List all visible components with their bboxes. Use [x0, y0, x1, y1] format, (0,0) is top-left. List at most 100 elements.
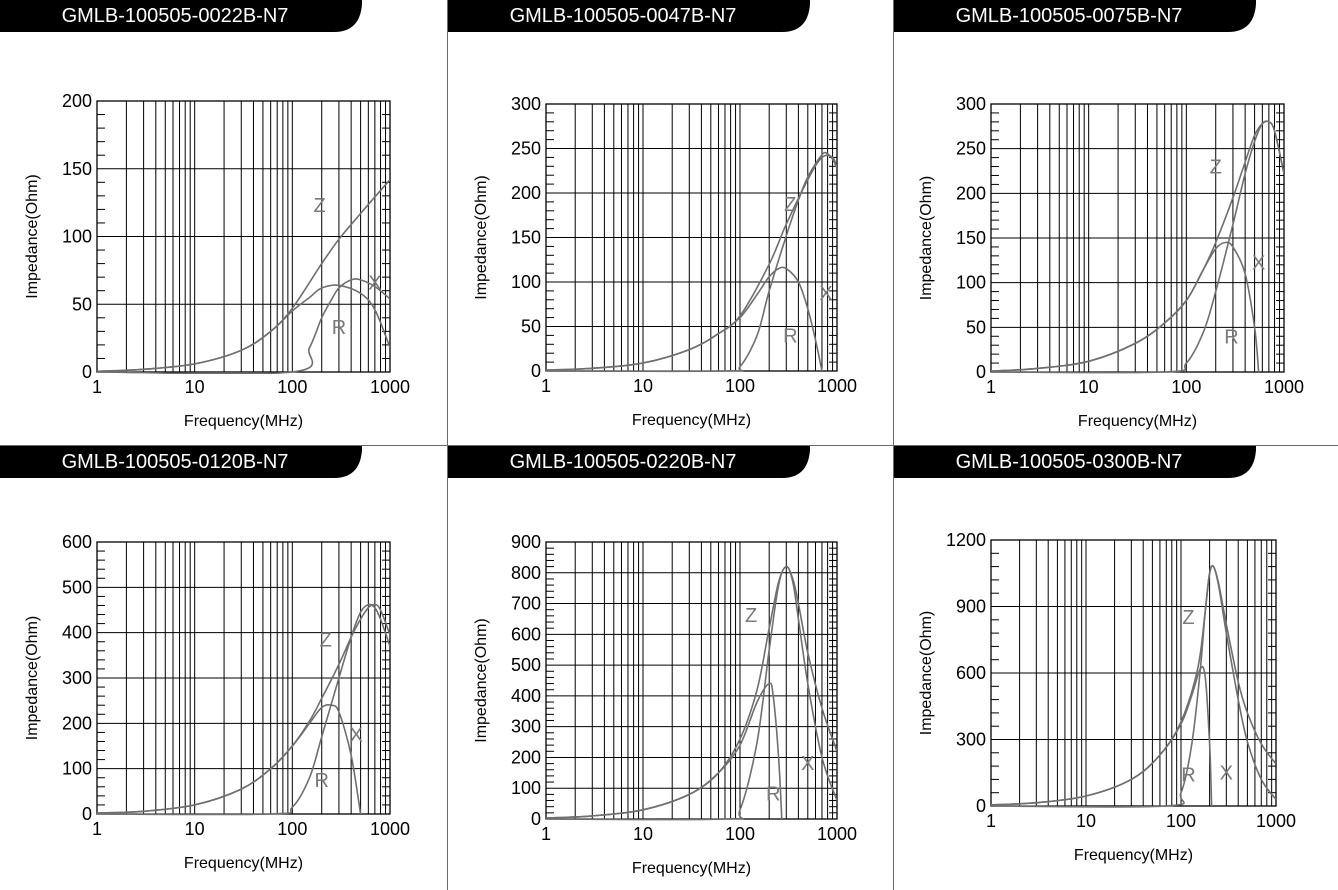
y-tick-label: 600 — [956, 663, 986, 683]
impedance-chart: 0 100 200 300 400 500 600 1 10 100 1000 Frequency(M… — [24, 532, 410, 872]
curve-label-x: X — [349, 724, 362, 746]
tab-shape — [448, 0, 810, 32]
x-axis-label: Frequency(MHz) — [632, 412, 751, 429]
y-tick-label: 150 — [956, 228, 986, 248]
series-line-x — [97, 703, 362, 815]
curve-label-x: X — [1252, 252, 1265, 274]
series-line-x — [97, 284, 390, 373]
chart-panel: GMLB-100505-0300B-N7 0 300 600 900 1200 1 10 10… — [894, 446, 1338, 890]
x-axis-label: Frequency(MHz) — [632, 860, 751, 877]
series-line-z — [546, 565, 837, 819]
series-line-r — [97, 603, 390, 816]
y-tick-label: 300 — [956, 94, 986, 114]
y-tick-label: 300 — [511, 94, 541, 114]
x-tick-label: 1 — [986, 377, 996, 397]
y-tick-label: 250 — [511, 139, 541, 159]
x-tick-label: 100 — [1166, 811, 1196, 831]
x-tick-label: 10 — [185, 377, 205, 397]
x-tick-label: 10 — [1079, 377, 1099, 397]
x-tick-label: 100 — [277, 819, 307, 839]
x-tick-label: 1 — [986, 811, 996, 831]
plot-frame — [990, 539, 1277, 807]
impedance-chart: 0 100 200 300 400 500 600 700 800 900 1 10 100 1000 Fr… — [473, 532, 857, 877]
tab-shape — [0, 446, 362, 478]
y-tick-label: 250 — [956, 139, 986, 159]
y-tick-label: 200 — [62, 713, 92, 733]
y-tick-label: 300 — [956, 730, 986, 750]
impedance-chart: 0 50 100 150 200 250 300 1 10 100 1000 Frequency(MH… — [473, 94, 857, 429]
y-tick-label: 200 — [511, 183, 541, 203]
series-line-x — [546, 266, 823, 372]
curves — [546, 151, 837, 373]
y-tick-label: 600 — [511, 624, 541, 644]
y-tick-label: 150 — [62, 159, 92, 179]
series-line-r — [991, 120, 1284, 374]
y-axis-label: Impedance(Ohm) — [918, 176, 935, 301]
chart-panel: GMLB-100505-0120B-N7 0 100 200 300 400 500 600… — [0, 446, 448, 890]
y-tick-label: 1200 — [946, 530, 986, 550]
impedance-chart: 0 50 100 150 200 250 300 1 10 100 1000 Frequency(MH… — [918, 94, 1304, 430]
y-tick-label: 0 — [82, 362, 92, 382]
x-tick-label: 100 — [725, 376, 755, 396]
series-line-z — [97, 603, 390, 814]
chart-panel: GMLB-100505-0075B-N7 0 50 100 150 200 250 300 1… — [894, 0, 1338, 446]
curves — [546, 565, 837, 821]
x-tick-label: 1 — [92, 819, 102, 839]
x-tick-label: 1000 — [817, 376, 857, 396]
curve-label-z: Z — [784, 194, 796, 216]
x-tick-label: 10 — [633, 824, 653, 844]
curve-label-x: X — [819, 283, 832, 305]
panel-title: GMLB-100505-0047B-N7 — [509, 5, 737, 27]
series-line-r — [546, 565, 837, 821]
y-tick-label: 100 — [62, 227, 92, 247]
grid — [96, 541, 391, 815]
plot-frame — [96, 100, 391, 373]
x-tick-label: 10 — [633, 376, 653, 396]
y-tick-label: 0 — [976, 362, 986, 382]
x-tick-label: 10 — [185, 819, 205, 839]
y-tick-label: 400 — [62, 623, 92, 643]
grid — [545, 541, 838, 820]
x-tick-label: 1000 — [817, 824, 857, 844]
panel-title-tab: GMLB-100505-0120B-N7 — [0, 446, 362, 478]
series-line-z — [97, 179, 390, 373]
y-axis-label: Impedance(Ohm) — [918, 611, 935, 736]
tab-shape — [448, 446, 810, 478]
curve-label-z: Z — [745, 605, 757, 627]
y-tick-label: 100 — [511, 272, 541, 292]
series-line-r — [97, 278, 390, 374]
panel-title-tab: GMLB-100505-0300B-N7 — [894, 446, 1256, 478]
series-line-z — [991, 565, 1276, 806]
curve-label-r: R — [332, 317, 346, 339]
y-tick-label: 100 — [956, 273, 986, 293]
curves — [97, 603, 390, 816]
y-tick-label: 200 — [511, 747, 541, 767]
y-tick-label: 150 — [511, 228, 541, 248]
series-line-z — [991, 120, 1284, 372]
chart-panel: GMLB-100505-0047B-N7 0 50 100 150 200 250 300 1… — [448, 0, 894, 446]
x-axis-label: Frequency(MHz) — [184, 413, 303, 430]
y-tick-label: 50 — [521, 317, 541, 337]
curves — [97, 179, 390, 374]
panel-title: GMLB-100505-0075B-N7 — [955, 5, 1183, 27]
x-tick-label: 1000 — [1264, 377, 1304, 397]
tab-shape — [0, 0, 362, 32]
chart-panel: GMLB-100505-0220B-N7 0 100 200 300 400 500 600… — [448, 446, 894, 890]
y-tick-label: 800 — [511, 563, 541, 583]
panel-title-tab: GMLB-100505-0220B-N7 — [448, 446, 810, 478]
series-line-r — [991, 564, 1276, 808]
grid — [96, 100, 391, 373]
x-axis-label: Frequency(MHz) — [184, 855, 303, 872]
curve-label-z: Z — [1182, 607, 1194, 629]
panel-title-tab: GMLB-100505-0022B-N7 — [0, 0, 362, 32]
y-tick-label: 200 — [956, 183, 986, 203]
curve-label-r: R — [783, 326, 797, 348]
curve-label-r: R — [766, 784, 780, 806]
y-tick-label: 100 — [511, 778, 541, 798]
y-axis-label: Impedance(Ohm) — [24, 174, 41, 299]
y-tick-label: 200 — [62, 91, 92, 111]
y-tick-label: 500 — [511, 655, 541, 675]
y-tick-label: 0 — [531, 361, 541, 381]
series-line-x — [991, 241, 1260, 373]
curves — [991, 564, 1276, 808]
